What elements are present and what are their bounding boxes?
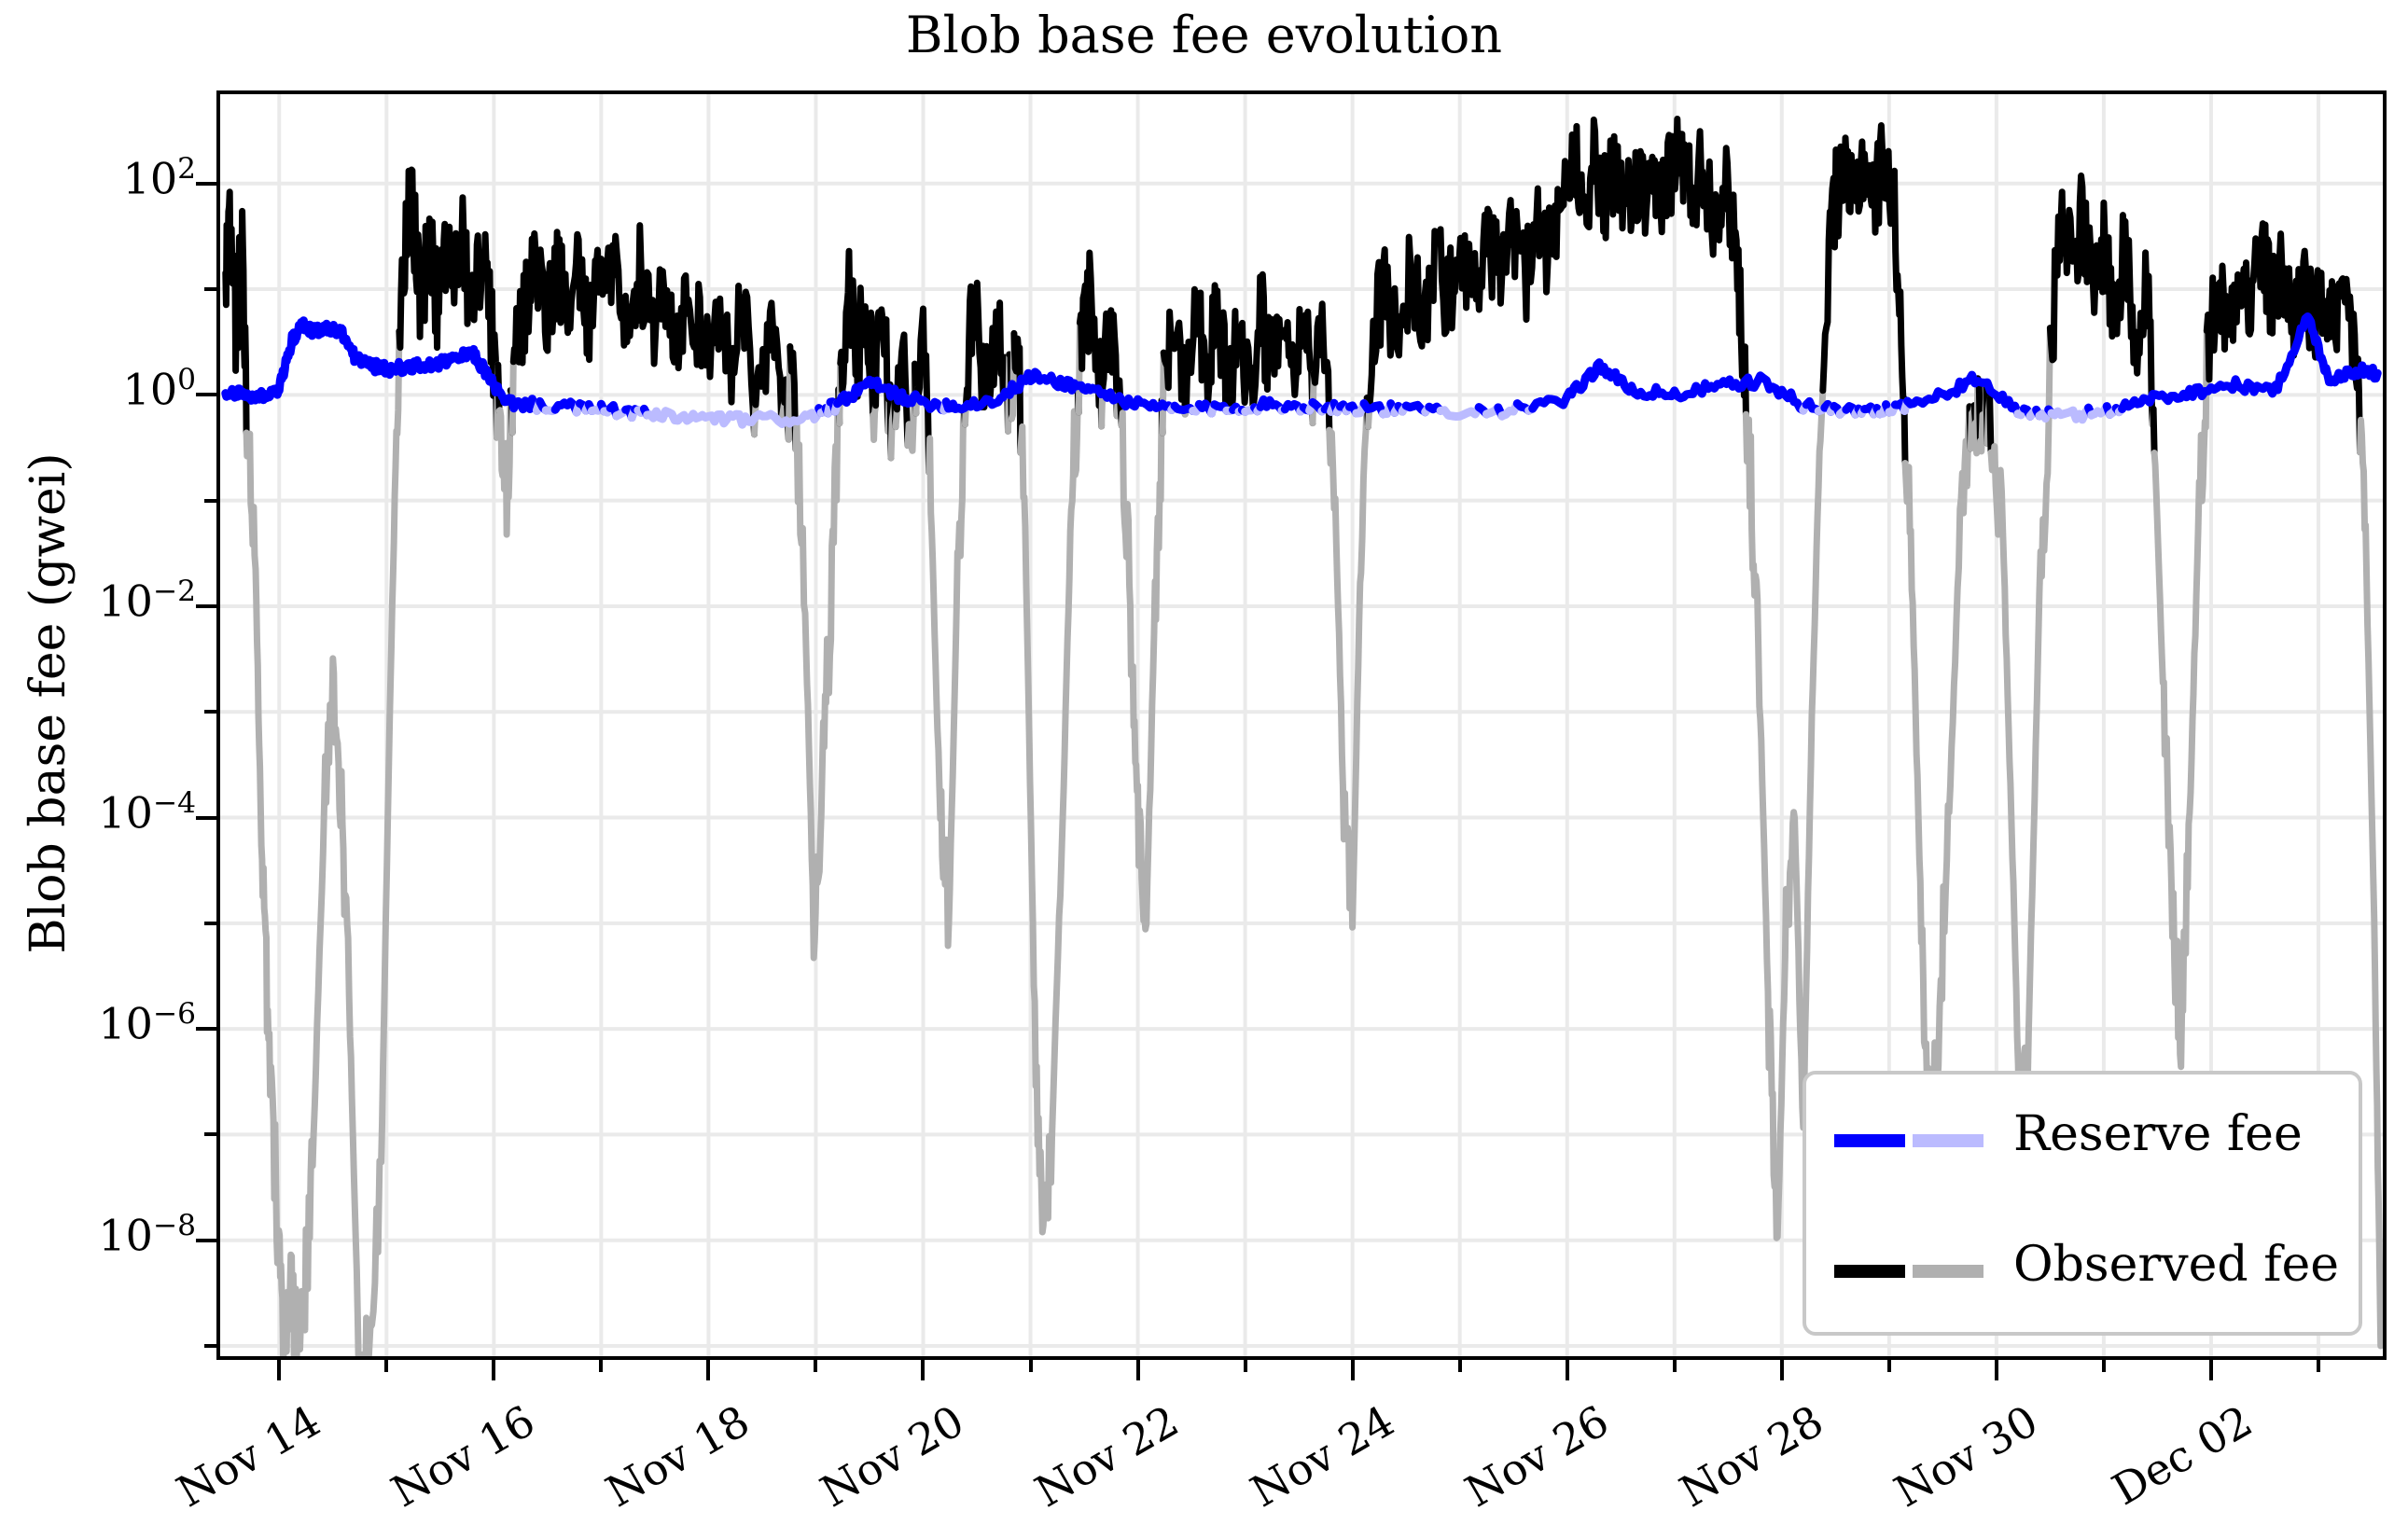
y-tick-mark xyxy=(196,393,216,397)
y-tick-label: 102 xyxy=(122,151,196,204)
x-minor-tick-mark xyxy=(384,1360,389,1372)
y-tick-label: 100 xyxy=(122,363,196,415)
x-tick-label: Nov 18 xyxy=(597,1395,759,1518)
x-tick-label: Nov 22 xyxy=(1026,1395,1188,1518)
legend-item-observed-fee[interactable]: Observed fee xyxy=(1806,1237,2359,1298)
x-minor-tick-mark xyxy=(1457,1360,1462,1372)
x-tick-label: Nov 30 xyxy=(1886,1395,2046,1518)
y-tick-label: 10−6 xyxy=(98,997,196,1049)
x-tick-mark xyxy=(1994,1360,1998,1380)
legend-swatch-observed-fee xyxy=(1834,1265,1983,1278)
x-minor-tick-mark xyxy=(1672,1360,1677,1372)
x-tick-label: Nov 24 xyxy=(1241,1395,1402,1518)
x-tick-label: Nov 14 xyxy=(168,1395,329,1518)
y-tick-label: 10−8 xyxy=(98,1208,196,1261)
y-minor-tick-mark xyxy=(204,710,216,714)
x-minor-tick-mark xyxy=(2101,1360,2106,1372)
legend-item-reserve-fee[interactable]: Reserve fee xyxy=(1806,1106,2359,1168)
x-tick-label: Nov 28 xyxy=(1671,1395,1831,1518)
x-tick-mark xyxy=(1565,1360,1569,1380)
y-tick-mark xyxy=(196,603,216,608)
x-tick-label: Nov 20 xyxy=(812,1395,973,1518)
page-title: Blob base fee evolution xyxy=(905,6,1503,64)
y-tick-mark xyxy=(196,1238,216,1242)
y-tick-mark xyxy=(196,1027,216,1032)
x-tick-mark xyxy=(1350,1360,1355,1380)
y-minor-tick-mark xyxy=(204,498,216,503)
y-minor-tick-mark xyxy=(204,287,216,292)
y-tick-label: 10−4 xyxy=(98,785,196,838)
x-minor-tick-mark xyxy=(2316,1360,2320,1372)
x-tick-mark xyxy=(1779,1360,1784,1380)
y-tick-mark xyxy=(196,815,216,820)
x-tick-label: Nov 16 xyxy=(383,1395,544,1518)
y-tick-mark xyxy=(196,181,216,186)
x-tick-mark xyxy=(277,1360,282,1380)
x-minor-tick-mark xyxy=(1886,1360,1891,1372)
x-tick-mark xyxy=(2208,1360,2213,1380)
x-tick-mark xyxy=(706,1360,711,1380)
legend-label-observed-fee: Observed fee xyxy=(2013,1237,2339,1293)
y-tick-label: 10−2 xyxy=(98,574,196,627)
x-tick-mark xyxy=(492,1360,496,1380)
y-minor-tick-mark xyxy=(204,1132,216,1137)
x-minor-tick-mark xyxy=(1028,1360,1033,1372)
x-minor-tick-mark xyxy=(1243,1360,1247,1372)
x-minor-tick-mark xyxy=(599,1360,604,1372)
y-minor-tick-mark xyxy=(204,921,216,925)
legend[interactable]: Reserve fee Observed fee xyxy=(1803,1071,2362,1336)
y-minor-tick-mark xyxy=(204,1344,216,1349)
x-tick-mark xyxy=(921,1360,926,1380)
x-minor-tick-mark xyxy=(814,1360,818,1372)
y-axis-label: Blob base fee (gwei) xyxy=(21,452,77,954)
x-tick-label: Dec 02 xyxy=(2103,1395,2261,1516)
x-tick-label: Nov 26 xyxy=(1456,1395,1617,1518)
series-lines xyxy=(221,116,2383,1356)
x-tick-mark xyxy=(1135,1360,1140,1380)
legend-swatch-reserve-fee xyxy=(1834,1134,1983,1147)
legend-label-reserve-fee: Reserve fee xyxy=(2013,1106,2303,1162)
